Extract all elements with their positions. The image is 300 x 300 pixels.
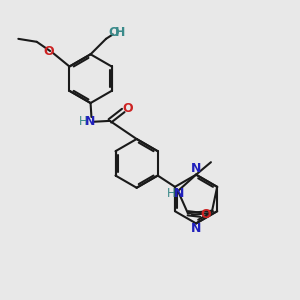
Text: H: H — [79, 115, 88, 128]
Text: O: O — [122, 103, 133, 116]
Text: N: N — [174, 188, 184, 200]
Text: O: O — [200, 208, 211, 221]
Text: H: H — [115, 26, 125, 39]
Text: N: N — [85, 115, 96, 128]
Text: O: O — [108, 26, 119, 39]
Text: O: O — [44, 45, 54, 58]
Text: H: H — [167, 188, 176, 200]
Text: N: N — [191, 162, 201, 175]
Text: N: N — [191, 222, 201, 235]
